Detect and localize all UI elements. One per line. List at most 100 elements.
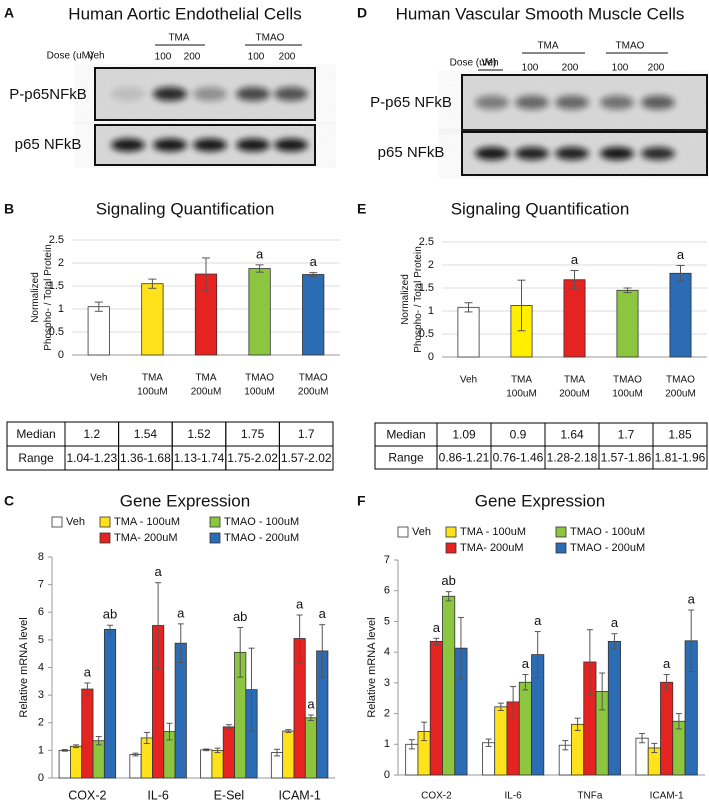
y-tick-label: 1 (58, 303, 64, 315)
legend-swatch (555, 526, 567, 538)
legend-swatch (99, 532, 111, 544)
error-bar (497, 702, 504, 711)
error-bar (132, 752, 139, 757)
error-bar (166, 722, 173, 741)
error-bar (155, 582, 162, 669)
blot-band (600, 95, 634, 110)
bar (660, 681, 674, 776)
y-tick-label: 7 (38, 579, 44, 591)
table-text: 1.57-1.86 (601, 451, 652, 465)
error-bar (445, 591, 452, 602)
legend-swatch (99, 516, 111, 528)
table-text: 0.76-1.46 (493, 451, 544, 465)
blot-band (236, 87, 270, 101)
bar (222, 726, 235, 779)
blot-band (193, 87, 227, 101)
bar (304, 717, 318, 779)
significance-label: a (534, 613, 542, 628)
error-bar (517, 279, 526, 332)
blot-band (193, 138, 227, 152)
y-tick-label: 4 (38, 661, 44, 673)
error-bar (225, 724, 232, 730)
panel-letter: E (357, 201, 366, 217)
error-bar (237, 626, 244, 678)
legend-label: TMAO - 100uM (224, 516, 299, 528)
legend-swatch (397, 526, 409, 538)
chart-title: Gene Expression (475, 491, 605, 510)
y-tick-label: 5 (38, 634, 44, 646)
error-bar (421, 721, 428, 742)
bar (494, 706, 508, 776)
significance-label: a (611, 615, 619, 630)
significance-label: a (155, 564, 163, 579)
error-bar (408, 739, 415, 750)
error-bar (61, 749, 68, 752)
table-text: Range (388, 451, 424, 465)
bar (669, 272, 692, 358)
treatment-label: Veh (481, 58, 498, 69)
y-tick-label: 1.5 (49, 280, 64, 292)
y-tick-label: 0 (58, 349, 64, 361)
error-bar (143, 731, 150, 744)
blot-band (475, 95, 509, 110)
legend-label: TMA - 100uM (460, 526, 526, 538)
y-tick-label: 1.5 (419, 282, 434, 294)
treatment-label: Veh (87, 51, 104, 62)
error-bar (248, 647, 255, 732)
blot-band (515, 147, 549, 160)
error-bar (562, 740, 569, 751)
y-tick-label: 2.5 (419, 236, 434, 248)
error-bar (464, 302, 473, 313)
treatment-label: TMAO (616, 41, 645, 52)
table-text: Median (16, 427, 55, 441)
y-tick-label: 0.5 (49, 326, 64, 338)
blot-band (555, 147, 589, 160)
error-bar (651, 742, 658, 754)
error-bar (611, 633, 618, 650)
bar (563, 279, 586, 358)
blot-row-label: p65 NFkB (378, 144, 445, 161)
y-tick-label: 2 (428, 259, 434, 271)
treatment-label: TMA (537, 41, 558, 52)
x-tick-label: 100uM (137, 387, 168, 398)
y-tick-label: 3 (384, 677, 390, 689)
legend-swatch (445, 542, 457, 554)
blot-band (153, 138, 187, 152)
significance-label: ab (441, 573, 455, 588)
y-tick-label: 3 (38, 689, 44, 701)
x-tick-label: 100uM (612, 389, 643, 400)
blot-band (274, 87, 308, 101)
error-bar (285, 729, 292, 733)
error-bar (202, 257, 210, 291)
blot-title: Human Vascular Smooth Muscle Cells (396, 4, 685, 23)
error-bar (570, 270, 579, 290)
blot-band (274, 138, 308, 152)
treatment-label: TMA (168, 33, 189, 44)
significance-label: a (307, 696, 315, 711)
y-tick-label: 4 (384, 646, 390, 658)
dose-label: Dose (uM) (47, 51, 94, 62)
x-tick-label: TMAO (245, 373, 274, 384)
x-tick-label: TMA (142, 373, 163, 384)
y-tick-label: 6 (38, 606, 44, 618)
significance-label: a (319, 606, 327, 621)
bar (457, 306, 480, 358)
panel-letter: D (357, 5, 367, 21)
error-bar (586, 629, 593, 695)
bar (302, 274, 325, 356)
table-text: Median (386, 428, 425, 442)
x-tick-label: Veh (460, 375, 477, 386)
x-tick-label: Veh (90, 373, 107, 384)
table-text: 1.2 (83, 427, 100, 441)
legend-label: TMA- 200uM (114, 532, 178, 544)
error-bar (177, 623, 184, 664)
blot-band (153, 87, 187, 101)
significance-label: a (296, 596, 304, 611)
error-bar (84, 682, 91, 696)
table-text: 1.75-2.02 (227, 451, 278, 465)
bar (616, 289, 639, 358)
x-tick-label: TMA (195, 373, 216, 384)
blot-band (641, 147, 675, 160)
x-tick-label: COX-2 (68, 788, 106, 802)
significance-label: a (663, 656, 671, 671)
